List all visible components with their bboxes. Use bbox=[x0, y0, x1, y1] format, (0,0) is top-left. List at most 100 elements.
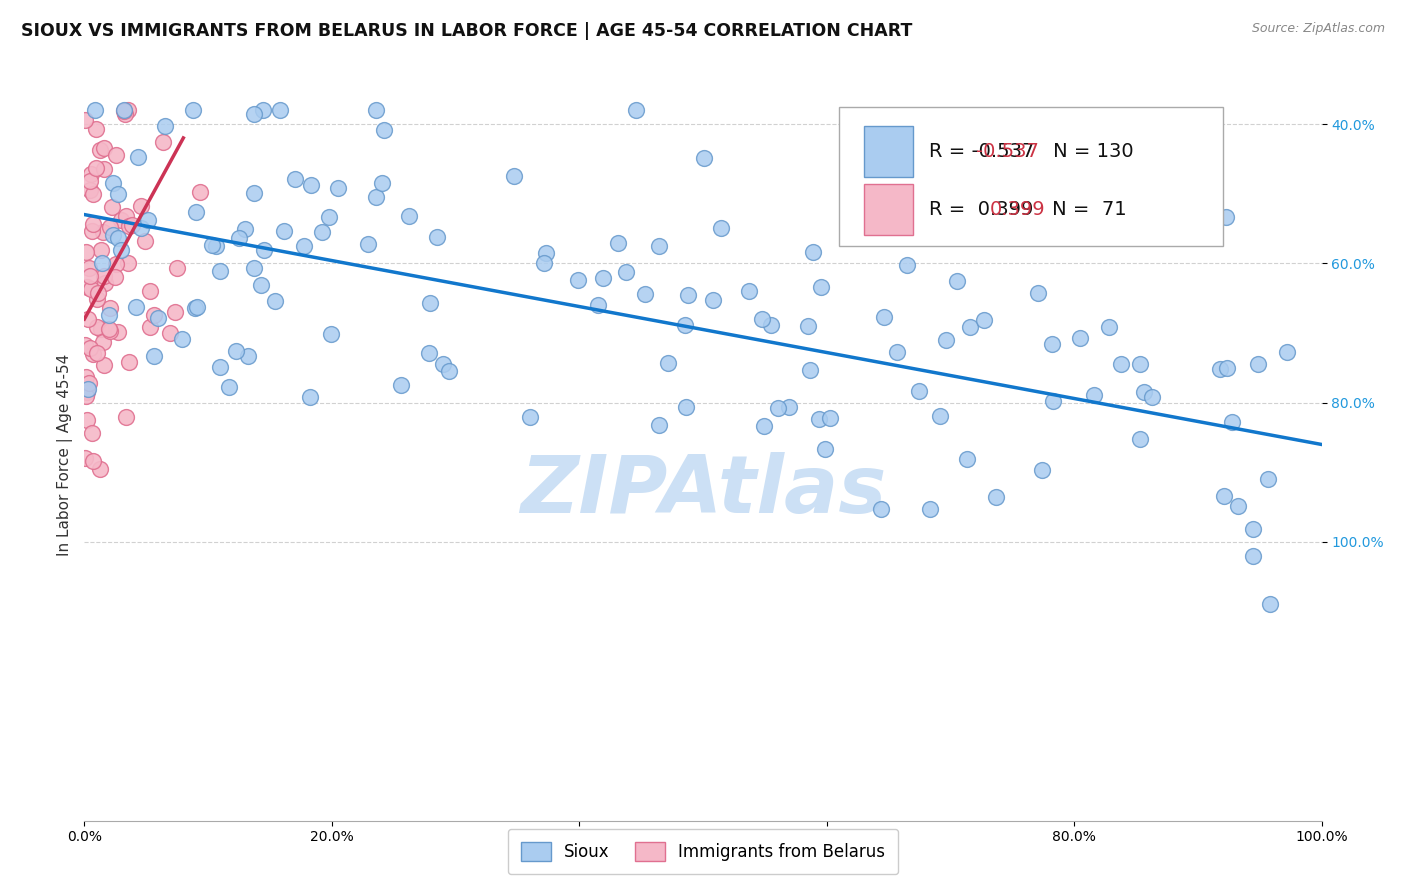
Point bbox=[778, 400, 800, 414]
Point bbox=[148, 311, 170, 326]
Point bbox=[292, 239, 315, 253]
Point bbox=[77, 261, 100, 276]
Point bbox=[959, 320, 981, 334]
Point bbox=[159, 326, 181, 340]
Point bbox=[118, 355, 141, 369]
Point bbox=[142, 349, 165, 363]
Point bbox=[1129, 357, 1152, 371]
Point bbox=[218, 380, 240, 394]
Point bbox=[79, 342, 101, 356]
Point bbox=[118, 219, 141, 233]
Point bbox=[801, 244, 824, 259]
Point bbox=[533, 255, 555, 269]
Point bbox=[89, 461, 111, 475]
Point bbox=[357, 236, 380, 251]
Point bbox=[87, 285, 110, 300]
Point bbox=[1140, 390, 1163, 404]
Point bbox=[80, 224, 103, 238]
Point bbox=[1241, 522, 1264, 536]
Point bbox=[76, 413, 98, 427]
Text: ZIPAtlas: ZIPAtlas bbox=[520, 452, 886, 531]
Point bbox=[93, 141, 115, 155]
Point bbox=[1258, 597, 1281, 611]
Point bbox=[418, 346, 440, 360]
Point bbox=[249, 278, 271, 293]
Point bbox=[82, 217, 104, 231]
Point bbox=[298, 390, 321, 404]
Point bbox=[693, 151, 716, 165]
Point bbox=[373, 123, 395, 137]
Point bbox=[814, 442, 837, 457]
Point bbox=[104, 148, 127, 162]
Point bbox=[1241, 549, 1264, 564]
Point bbox=[142, 308, 165, 322]
Point bbox=[896, 258, 918, 272]
Point bbox=[242, 186, 264, 200]
Point bbox=[163, 305, 186, 319]
Legend: Sioux, Immigrants from Belarus: Sioux, Immigrants from Belarus bbox=[508, 829, 898, 874]
Point bbox=[98, 322, 121, 336]
Point bbox=[98, 324, 121, 338]
Point bbox=[107, 325, 129, 339]
Point bbox=[84, 103, 107, 117]
Point bbox=[76, 280, 98, 294]
FancyBboxPatch shape bbox=[863, 185, 914, 235]
Point bbox=[886, 344, 908, 359]
Point bbox=[103, 227, 125, 242]
Point bbox=[1129, 433, 1152, 447]
Point bbox=[209, 359, 232, 374]
Point bbox=[75, 244, 97, 259]
Point bbox=[93, 269, 115, 284]
Text: Source: ZipAtlas.com: Source: ZipAtlas.com bbox=[1251, 22, 1385, 36]
Point bbox=[371, 176, 394, 190]
Point bbox=[136, 213, 159, 227]
Point bbox=[956, 451, 979, 466]
Point bbox=[1040, 336, 1063, 351]
Point bbox=[86, 320, 108, 334]
Point bbox=[243, 261, 266, 276]
Point bbox=[759, 318, 782, 333]
Point bbox=[1247, 357, 1270, 371]
Point bbox=[676, 288, 699, 302]
Point bbox=[73, 382, 96, 396]
Point bbox=[107, 186, 129, 201]
Point bbox=[117, 103, 139, 117]
Point bbox=[236, 350, 259, 364]
Point bbox=[91, 335, 114, 350]
Point bbox=[181, 103, 204, 117]
Point bbox=[797, 319, 820, 334]
Point bbox=[139, 285, 162, 299]
Point bbox=[273, 224, 295, 238]
Point bbox=[754, 418, 776, 433]
Point bbox=[121, 218, 143, 232]
Text: -0.537: -0.537 bbox=[976, 142, 1039, 161]
Point bbox=[1226, 499, 1249, 513]
Y-axis label: In Labor Force | Age 45-54: In Labor Force | Age 45-54 bbox=[58, 354, 73, 556]
Point bbox=[76, 385, 98, 400]
Point bbox=[75, 370, 97, 384]
Point bbox=[437, 363, 460, 377]
Point bbox=[673, 318, 696, 332]
Point bbox=[918, 501, 941, 516]
Point bbox=[1109, 357, 1132, 371]
Point bbox=[253, 244, 276, 258]
Point bbox=[90, 256, 112, 270]
Point bbox=[79, 183, 101, 197]
Point bbox=[1133, 385, 1156, 400]
Point bbox=[648, 239, 671, 253]
Point bbox=[503, 169, 526, 183]
Point bbox=[112, 103, 135, 117]
Point bbox=[1215, 360, 1237, 375]
Point bbox=[90, 243, 112, 257]
Point bbox=[225, 343, 247, 358]
Point bbox=[186, 300, 208, 314]
Point bbox=[75, 112, 97, 127]
Text: R = -0.537   N = 130: R = -0.537 N = 130 bbox=[929, 142, 1135, 161]
Point bbox=[364, 190, 387, 204]
Point bbox=[1026, 286, 1049, 301]
Point bbox=[398, 209, 420, 223]
Point bbox=[364, 103, 387, 117]
Point bbox=[104, 257, 127, 271]
Point bbox=[252, 103, 274, 117]
Point bbox=[519, 409, 541, 424]
